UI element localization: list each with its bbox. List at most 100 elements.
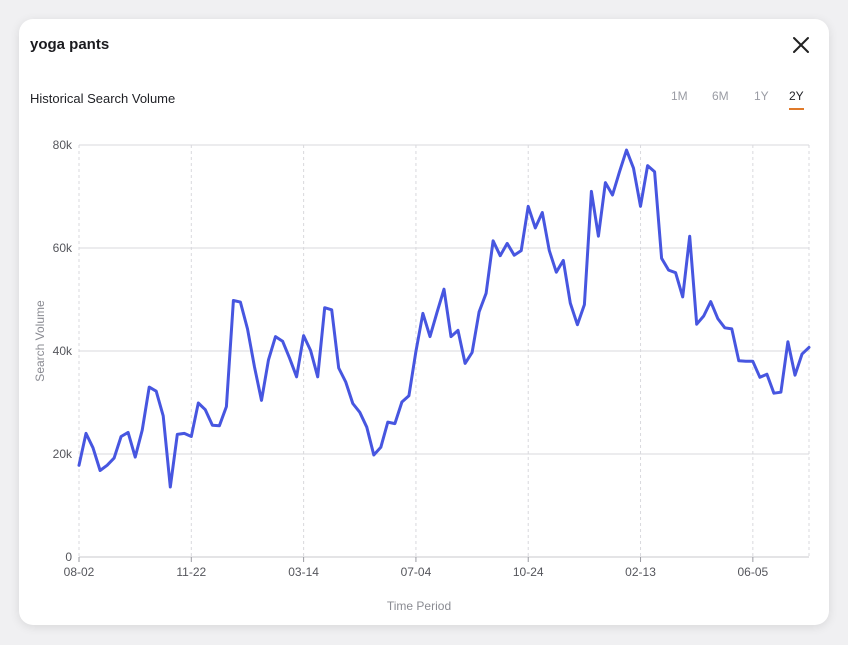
- data-point[interactable]: [399, 399, 405, 405]
- data-point[interactable]: [694, 321, 700, 327]
- data-point[interactable]: [673, 270, 679, 276]
- data-point[interactable]: [174, 431, 180, 437]
- data-point[interactable]: [371, 452, 377, 458]
- data-point[interactable]: [230, 298, 236, 304]
- data-point[interactable]: [237, 299, 243, 305]
- data-point[interactable]: [757, 374, 763, 380]
- data-point[interactable]: [111, 455, 117, 461]
- data-point[interactable]: [680, 294, 686, 300]
- data-point[interactable]: [638, 203, 644, 209]
- data-point[interactable]: [378, 444, 384, 450]
- data-point[interactable]: [560, 257, 566, 263]
- data-point[interactable]: [595, 233, 601, 239]
- data-point[interactable]: [448, 334, 454, 340]
- data-point[interactable]: [609, 192, 615, 198]
- data-point[interactable]: [687, 233, 693, 239]
- data-point[interactable]: [392, 421, 398, 427]
- data-point[interactable]: [778, 389, 784, 395]
- data-point[interactable]: [364, 424, 370, 430]
- data-point[interactable]: [476, 309, 482, 315]
- data-point[interactable]: [462, 360, 468, 366]
- data-point[interactable]: [216, 423, 222, 429]
- data-point[interactable]: [806, 344, 812, 350]
- data-point[interactable]: [153, 388, 159, 394]
- data-point[interactable]: [497, 253, 503, 259]
- data-point[interactable]: [350, 401, 356, 407]
- data-point[interactable]: [736, 358, 742, 364]
- data-point[interactable]: [729, 326, 735, 332]
- data-point[interactable]: [490, 238, 496, 244]
- data-point[interactable]: [223, 404, 229, 410]
- data-point[interactable]: [251, 364, 257, 370]
- data-point[interactable]: [322, 305, 328, 311]
- data-point[interactable]: [722, 325, 728, 331]
- close-button[interactable]: [789, 33, 813, 57]
- data-point[interactable]: [764, 371, 770, 377]
- data-point[interactable]: [308, 347, 314, 353]
- data-point[interactable]: [750, 358, 756, 364]
- data-point[interactable]: [294, 374, 300, 380]
- data-point[interactable]: [420, 310, 426, 316]
- data-point[interactable]: [588, 188, 594, 194]
- data-point[interactable]: [385, 419, 391, 425]
- range-tab-6m[interactable]: 6M: [712, 89, 729, 103]
- data-point[interactable]: [287, 355, 293, 361]
- data-point[interactable]: [146, 384, 152, 390]
- data-point[interactable]: [195, 400, 201, 406]
- data-point[interactable]: [616, 169, 622, 175]
- data-point[interactable]: [83, 430, 89, 436]
- data-point[interactable]: [266, 357, 272, 363]
- data-point[interactable]: [441, 286, 447, 292]
- data-point[interactable]: [104, 462, 110, 468]
- data-point[interactable]: [434, 309, 440, 315]
- data-point[interactable]: [602, 180, 608, 186]
- data-point[interactable]: [715, 316, 721, 322]
- data-point[interactable]: [701, 313, 707, 319]
- data-point[interactable]: [125, 429, 131, 435]
- data-point[interactable]: [799, 351, 805, 357]
- data-point[interactable]: [743, 358, 749, 364]
- range-tab-2y[interactable]: 2Y: [789, 89, 804, 110]
- data-point[interactable]: [539, 209, 545, 215]
- data-point[interactable]: [259, 397, 265, 403]
- data-point[interactable]: [132, 454, 138, 460]
- data-point[interactable]: [771, 390, 777, 396]
- data-point[interactable]: [553, 269, 559, 275]
- data-point[interactable]: [181, 430, 187, 436]
- data-point[interactable]: [139, 427, 145, 433]
- data-point[interactable]: [118, 433, 124, 439]
- data-point[interactable]: [666, 267, 672, 273]
- data-point[interactable]: [469, 350, 475, 356]
- data-point[interactable]: [567, 300, 573, 306]
- data-point[interactable]: [202, 407, 208, 413]
- data-point[interactable]: [406, 393, 412, 399]
- data-point[interactable]: [336, 365, 342, 371]
- data-point[interactable]: [455, 327, 461, 333]
- data-point[interactable]: [315, 374, 321, 380]
- data-point[interactable]: [631, 165, 637, 171]
- data-point[interactable]: [785, 339, 791, 345]
- data-point[interactable]: [343, 379, 349, 385]
- data-point[interactable]: [97, 467, 103, 473]
- data-point[interactable]: [209, 422, 215, 428]
- data-point[interactable]: [413, 349, 419, 355]
- data-point[interactable]: [483, 290, 489, 296]
- data-point[interactable]: [574, 322, 580, 328]
- data-point[interactable]: [188, 433, 194, 439]
- data-point[interactable]: [427, 334, 433, 340]
- data-point[interactable]: [90, 445, 96, 451]
- data-point[interactable]: [280, 338, 286, 344]
- data-point[interactable]: [546, 248, 552, 254]
- data-point[interactable]: [160, 413, 166, 419]
- range-tab-1m[interactable]: 1M: [671, 89, 688, 103]
- data-point[interactable]: [792, 372, 798, 378]
- data-point[interactable]: [581, 302, 587, 308]
- range-tab-1y[interactable]: 1Y: [754, 89, 769, 103]
- data-point[interactable]: [511, 252, 517, 258]
- data-point[interactable]: [532, 225, 538, 231]
- data-point[interactable]: [273, 334, 279, 340]
- data-point[interactable]: [76, 462, 82, 468]
- data-point[interactable]: [645, 163, 651, 169]
- data-point[interactable]: [525, 203, 531, 209]
- data-point[interactable]: [518, 248, 524, 254]
